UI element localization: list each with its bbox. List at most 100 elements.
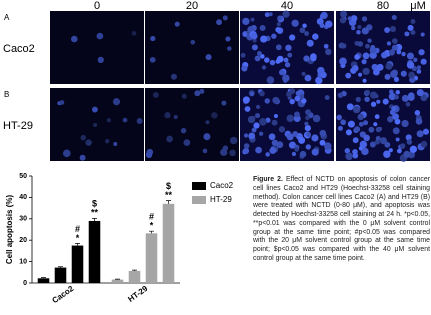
- nucleus: [361, 147, 369, 156]
- nucleus: [264, 12, 270, 18]
- nucleus: [260, 35, 268, 43]
- nucleus: [370, 45, 376, 50]
- error-bar: [41, 277, 46, 279]
- bar: [111, 279, 124, 283]
- bar: [128, 271, 141, 283]
- nucleus: [261, 65, 267, 70]
- nucleus: [194, 90, 201, 97]
- nucleus: [229, 149, 236, 157]
- nucleus: [362, 52, 370, 60]
- nucleus: [268, 133, 276, 141]
- nucleus: [344, 148, 351, 154]
- nucleus: [319, 23, 325, 28]
- nucleus: [416, 65, 421, 70]
- nucleus: [173, 115, 178, 120]
- nucleus: [391, 44, 398, 51]
- nucleus: [292, 131, 299, 137]
- nucleus: [285, 44, 292, 52]
- nucleus: [372, 68, 380, 76]
- nucleus: [203, 133, 211, 141]
- nucleus: [106, 117, 112, 123]
- nucleus: [395, 90, 400, 95]
- nucleus: [265, 152, 270, 157]
- nucleus: [264, 98, 270, 104]
- nucleus: [404, 31, 410, 37]
- nucleus: [374, 94, 379, 99]
- nucleus: [369, 51, 377, 59]
- nucleus: [418, 49, 425, 56]
- nucleus: [305, 144, 312, 150]
- nucleus: [250, 32, 258, 40]
- nucleus: [340, 43, 347, 49]
- nucleus: [199, 88, 205, 94]
- nucleus: [387, 116, 394, 123]
- nucleus: [315, 76, 323, 85]
- nucleus: [347, 120, 355, 128]
- column-label: 0: [94, 0, 100, 12]
- y-tick-label: 10: [19, 258, 27, 265]
- nucleus: [283, 57, 289, 63]
- nucleus: [409, 145, 418, 153]
- nucleus: [364, 96, 370, 103]
- nucleus: [268, 12, 273, 17]
- nucleus: [145, 151, 153, 159]
- nucleus: [386, 41, 391, 46]
- nucleus: [391, 106, 397, 112]
- nucleus: [299, 27, 306, 34]
- nucleus: [304, 74, 312, 82]
- nucleus: [391, 15, 397, 21]
- nucleus: [405, 134, 412, 141]
- nucleus: [373, 122, 378, 127]
- significance-label: #: [75, 224, 80, 234]
- nucleus: [367, 38, 372, 43]
- nucleus: [361, 59, 367, 65]
- nucleus: [92, 106, 98, 113]
- nucleus: [305, 109, 311, 116]
- nucleus: [227, 46, 232, 51]
- nucleus: [312, 33, 319, 40]
- nucleus: [180, 127, 187, 134]
- nucleus: [374, 114, 380, 120]
- nucleus: [131, 30, 137, 36]
- nucleus: [149, 56, 156, 63]
- nucleus: [275, 26, 281, 33]
- row-label: HT-29: [3, 120, 33, 132]
- nucleus: [220, 148, 228, 156]
- nucleus: [413, 57, 418, 63]
- nucleus: [271, 33, 277, 39]
- nucleus: [286, 133, 294, 141]
- nucleus: [294, 147, 299, 152]
- error-bar: [92, 218, 97, 221]
- nucleus: [401, 94, 409, 102]
- nucleus: [229, 136, 238, 145]
- nucleus: [357, 41, 364, 47]
- nucleus: [174, 21, 180, 27]
- nucleus: [319, 129, 327, 137]
- bar: [71, 245, 84, 283]
- nucleus: [325, 20, 333, 28]
- nucleus: [265, 117, 271, 123]
- nucleus: [287, 52, 293, 58]
- nucleus: [253, 122, 260, 129]
- nucleus: [310, 53, 317, 60]
- nucleus: [324, 142, 332, 150]
- nucleus: [410, 19, 416, 24]
- nucleus: [190, 39, 196, 45]
- significance-label: #: [149, 212, 154, 222]
- nucleus: [347, 16, 352, 21]
- nucleus: [211, 112, 218, 119]
- nucleus: [384, 141, 391, 148]
- nucleus: [277, 15, 283, 21]
- nucleus: [399, 143, 406, 149]
- nucleus: [345, 72, 352, 79]
- nucleus: [275, 44, 282, 51]
- nucleus: [272, 96, 280, 104]
- significance-label: $: [166, 181, 171, 191]
- nucleus: [396, 49, 402, 55]
- nucleus: [164, 112, 171, 119]
- nucleus: [340, 10, 348, 18]
- nucleus: [390, 70, 398, 78]
- nucleus: [242, 96, 250, 104]
- nucleus: [337, 125, 343, 131]
